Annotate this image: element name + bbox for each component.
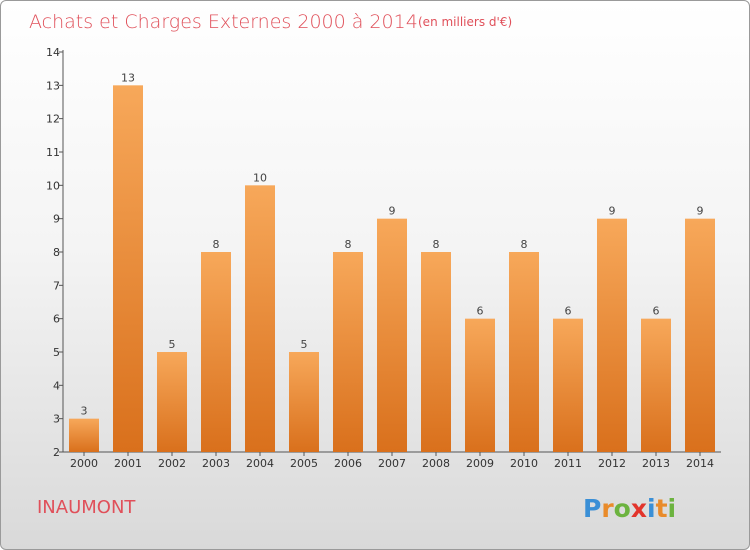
brand-letter: o [614, 494, 631, 523]
bar-value-label: 8 [433, 238, 440, 251]
x-tick-label: 2012 [598, 457, 626, 470]
bar-value-label: 13 [121, 71, 135, 84]
x-tick-label: 2004 [246, 457, 274, 470]
x-tick-label: 2009 [466, 457, 494, 470]
bar [289, 352, 319, 452]
x-tick-label: 2013 [642, 457, 670, 470]
y-tick-label: 2 [53, 446, 60, 459]
x-tick-label: 2005 [290, 457, 318, 470]
x-tick-label: 2010 [510, 457, 538, 470]
x-tick-label: 2000 [70, 457, 98, 470]
x-tick-label: 2003 [202, 457, 230, 470]
brand-letter: t [656, 494, 668, 523]
bar [201, 252, 231, 452]
bar [377, 218, 407, 452]
x-tick-label: 2011 [554, 457, 582, 470]
x-tick-label: 2008 [422, 457, 450, 470]
y-tick-label: 11 [46, 146, 60, 159]
y-tick-label: 14 [46, 46, 60, 59]
y-tick-label: 6 [53, 313, 60, 326]
bar-value-label: 9 [609, 205, 616, 218]
y-tick-label: 7 [53, 279, 60, 292]
bar-value-label: 3 [81, 405, 88, 418]
bars [69, 85, 715, 453]
bar-value-label: 6 [565, 305, 572, 318]
y-tick-label: 4 [53, 379, 60, 392]
y-tick-label: 10 [46, 179, 60, 192]
bar-value-label: 5 [301, 338, 308, 351]
bar [465, 318, 495, 452]
x-axis-ticks: 2000 2001 2002 2003 2004 2005 2006 2007 2008 2009… [70, 452, 714, 470]
x-tick-label: 2007 [378, 457, 406, 470]
bar-value-label: 5 [169, 338, 176, 351]
chart-subtitle: (en milliers d'€) [418, 15, 512, 29]
y-tick-label: 5 [53, 346, 60, 359]
bar [553, 318, 583, 452]
brand-letter: r [601, 494, 614, 523]
x-tick-label: 2002 [158, 457, 186, 470]
bar [685, 218, 715, 452]
y-tick-label: 3 [53, 413, 60, 426]
x-tick-label: 2014 [686, 457, 714, 470]
bar-value-label: 8 [213, 238, 220, 251]
y-tick-label: 8 [53, 246, 60, 259]
y-axis-ticks: 2 3 4 5 6 7 8 9 10 11 12 13 14 [46, 46, 63, 459]
bar [421, 252, 451, 452]
data-labels: 3 13 5 8 10 5 8 9 8 6 8 6 9 6 9 [81, 71, 704, 417]
place-name: INAUMONT [37, 497, 136, 518]
bar-value-label: 8 [521, 238, 528, 251]
brand-letter: i [668, 494, 677, 523]
y-tick-label: 12 [46, 113, 60, 126]
bar-value-label: 9 [389, 205, 396, 218]
bar [245, 185, 275, 453]
chart-title: Achats et Charges Externes 2000 à 2014 [29, 11, 418, 33]
bar-value-label: 8 [345, 238, 352, 251]
bar [157, 352, 187, 452]
bar [333, 252, 363, 452]
bar [69, 418, 99, 452]
y-tick-label: 9 [53, 213, 60, 226]
bar [597, 218, 627, 452]
bar [509, 252, 539, 452]
bar [113, 85, 143, 452]
bar-value-label: 9 [697, 205, 704, 218]
y-tick-label: 13 [46, 79, 60, 92]
x-tick-label: 2001 [114, 457, 142, 470]
bar-value-label: 6 [477, 305, 484, 318]
brand-letter: P [583, 494, 601, 523]
x-tick-label: 2006 [334, 457, 362, 470]
bar-value-label: 10 [253, 171, 267, 184]
bar [641, 318, 671, 452]
proxiti-logo: Proxiti [583, 494, 676, 523]
brand-letter: x [631, 494, 647, 523]
brand-letter: i [647, 494, 656, 523]
bar-value-label: 6 [653, 305, 660, 318]
